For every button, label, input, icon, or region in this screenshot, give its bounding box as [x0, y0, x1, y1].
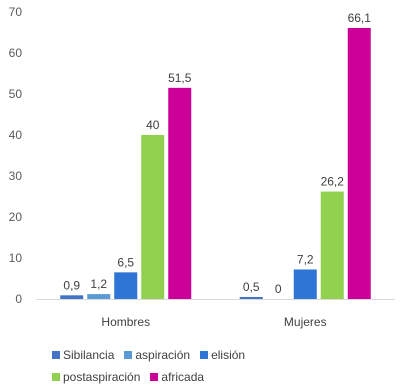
data-label-mujeres-1: 0	[275, 282, 282, 296]
legend-swatch-postaspiracion	[52, 373, 60, 381]
y-tick-label-30: 30	[9, 169, 23, 183]
bar-mujeres-0	[239, 296, 263, 299]
legend: Sibilancia aspiración elisión postaspira…	[52, 344, 392, 388]
legend-row-2: postaspiración africada	[52, 366, 392, 388]
bar-hombres-3	[141, 135, 165, 299]
bar-hombres-0	[60, 295, 84, 299]
bar-mujeres-4	[347, 27, 371, 300]
data-label-mujeres-3: 26,2	[321, 175, 345, 189]
category-label-mujeres: Mujeres	[284, 315, 327, 329]
y-tick-label-50: 50	[9, 87, 23, 101]
y-tick-label-0: 0	[15, 292, 22, 306]
legend-swatch-elision	[200, 351, 209, 359]
y-tick-label-60: 60	[9, 46, 23, 60]
y-tick-label-20: 20	[9, 210, 23, 224]
data-label-hombres-1: 1,2	[90, 277, 107, 291]
legend-item-elision: elisión	[200, 348, 245, 362]
data-label-hombres-3: 40	[146, 118, 160, 132]
legend-item-postaspiracion: postaspiración	[52, 370, 140, 384]
data-label-hombres-4: 51,5	[168, 71, 192, 85]
bar-mujeres-3	[320, 191, 344, 299]
legend-swatch-aspiracion	[124, 351, 133, 359]
legend-swatch-africada	[150, 373, 159, 381]
y-tick-label-10: 10	[9, 251, 23, 265]
legend-item-africada: africada	[150, 370, 204, 384]
legend-label-postaspiracion: postaspiración	[63, 370, 141, 384]
data-label-mujeres-4: 66,1	[348, 11, 372, 25]
y-tick-label-70: 70	[9, 5, 23, 19]
legend-item-aspiracion: aspiración	[124, 348, 190, 362]
bar-hombres-4	[168, 87, 192, 299]
legend-label-elision: elisión	[211, 348, 246, 362]
y-tick-label-40: 40	[9, 128, 23, 142]
bar-hombres-1	[87, 294, 111, 299]
legend-label-aspiracion: aspiración	[135, 348, 191, 362]
legend-label-africada: africada	[161, 370, 205, 384]
data-label-mujeres-2: 7,2	[297, 252, 314, 266]
legend-row-1: Sibilancia aspiración elisión	[52, 344, 392, 366]
bar-hombres-2	[114, 272, 138, 299]
legend-label-sibilancia: Sibilancia	[63, 348, 115, 362]
legend-item-sibilancia: Sibilancia	[52, 348, 114, 362]
data-label-hombres-0: 0,9	[63, 278, 80, 292]
data-label-hombres-2: 6,5	[117, 255, 134, 269]
category-label-hombres: Hombres	[101, 315, 150, 329]
legend-swatch-sibilancia	[52, 351, 60, 359]
bar-mujeres-2	[293, 269, 317, 299]
data-label-mujeres-0: 0,5	[243, 280, 260, 294]
